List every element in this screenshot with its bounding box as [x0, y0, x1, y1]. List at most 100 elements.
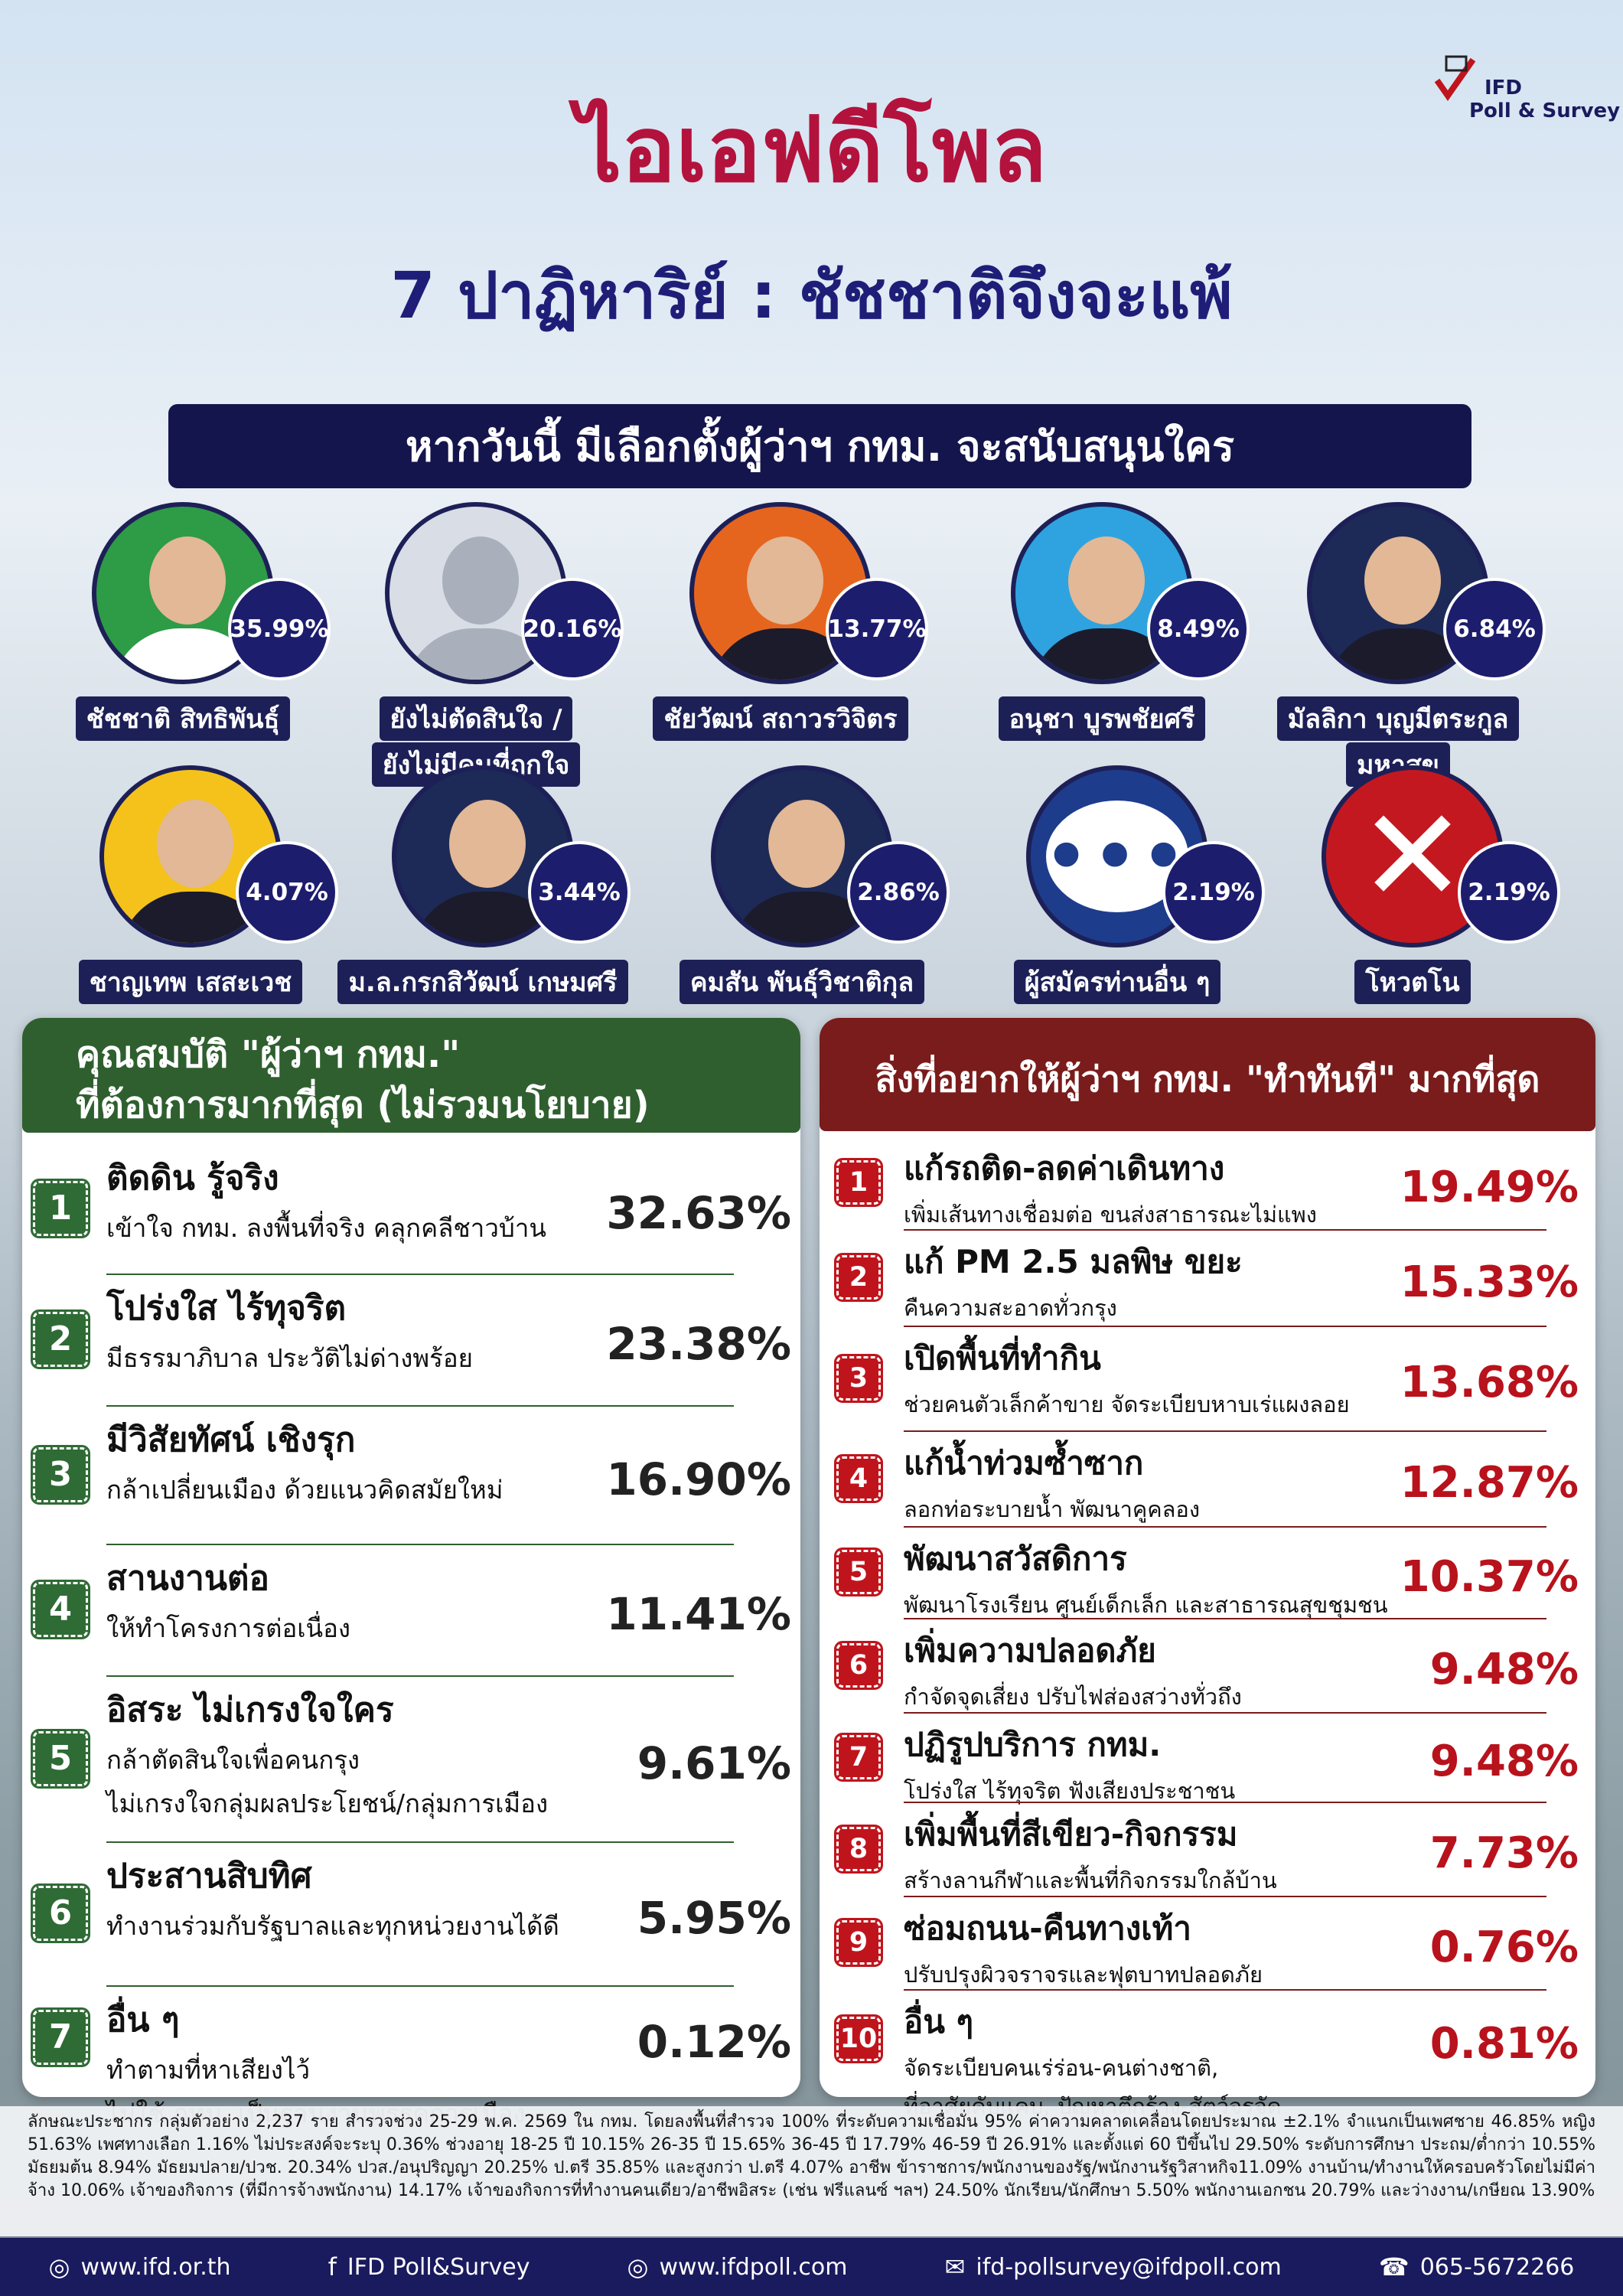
- footer-item: f IFD Poll&Survey: [328, 2252, 530, 2281]
- name-line: โหวตโน: [1354, 960, 1471, 1004]
- separator: [904, 1989, 1546, 1991]
- percent-badge: 2.19%: [1162, 841, 1265, 944]
- item-text: แก้รถติด-ลดค่าเดินทาง เพิ่มเส้นทางเชื่อมต…: [904, 1143, 1393, 1232]
- percent-badge: 4.07%: [236, 841, 338, 944]
- candidate-name: ผู้สมัครท่านอื่น ๆ: [941, 958, 1293, 1004]
- item-text: สานงานต่อให้ทำโครงการต่อเนื่อง: [106, 1551, 596, 1649]
- separator: [904, 1430, 1546, 1432]
- item: 6 ประสานสิบทิศ ทำงานร่วมกับรัฐบาลและทุกหน่…: [22, 1846, 800, 1990]
- separator: [106, 1675, 734, 1677]
- subtitle: 7 ปาฏิหาริย์ : ชัชชาติจึงจะแพ้: [390, 258, 1233, 333]
- item-title: โปร่งใส ไร้ทุจริต: [106, 1289, 347, 1328]
- item: 6 เพิ่มความปลอดภัย กำจัดจุดเสี่ยง ปรับไฟส่…: [820, 1623, 1595, 1717]
- item-description: ให้ทำโครงการต่อเนื่อง: [106, 1613, 351, 1643]
- item-number: 5: [834, 1548, 883, 1596]
- item-percent: 0.76%: [1429, 1922, 1579, 1972]
- panel-title: สิ่งที่อยากให้ผู้ว่าฯ กทม. "ทำทันที" มาก…: [875, 1058, 1540, 1100]
- item-number: 2: [834, 1253, 883, 1302]
- footer-text: 065-5672266: [1419, 2253, 1575, 2281]
- item-number: 8: [834, 1824, 883, 1874]
- item-description: ทำงานร่วมกับรัฐบาลและทุกหน่วยงานได้ดี: [106, 1911, 559, 1941]
- item-text: พัฒนาสวัสดิการ พัฒนาโรงเรียน ศูนย์เด็กเล็…: [904, 1534, 1393, 1623]
- item-number: 1: [31, 1179, 90, 1238]
- item-percent: 13.68%: [1400, 1358, 1579, 1407]
- name-line: อนุชา บูรพชัยศรี: [998, 696, 1206, 741]
- item-percent: 0.81%: [1429, 2018, 1579, 2069]
- item-description: เข้าใจ กทม. ลงพื้นที่จริง คลุกคลีชาวบ้าน: [106, 1213, 546, 1243]
- item-title: ประสานสิบทิศ: [106, 1857, 312, 1896]
- item: 7อื่น ๆทำตามที่หาเสียงไว้ไม่ใช้ กทม. เป็…: [22, 1990, 800, 2128]
- item-text: อิสระ ไม่เกรงใจใคร กล้าตัดสินใจเพื่อคนกรุ…: [106, 1683, 596, 1824]
- footer-text: ifd-pollsurvey@ifdpoll.com: [976, 2253, 1282, 2281]
- item-title: แก้น้ำท่วมซ้ำซาก: [904, 1444, 1144, 1482]
- item: 1 ติดดิน รู้จริง เข้าใจ กทม. ลงพื้นที่จริง…: [22, 1148, 800, 1278]
- percent-badge: 6.84%: [1443, 578, 1546, 680]
- candidate-name: อนุชา บูรพชัยศรี: [926, 695, 1278, 741]
- item-description: เพิ่มเส้นทางเชื่อมต่อ ขนส่งสาธารณะไม่แพง: [904, 1202, 1317, 1228]
- separator: [904, 1526, 1546, 1528]
- item-text: ติดดิน รู้จริง เข้าใจ กทม. ลงพื้นที่จริง …: [106, 1151, 596, 1248]
- head: [768, 800, 845, 888]
- footer-icon: ✉: [944, 2252, 966, 2281]
- separator: [904, 1618, 1546, 1619]
- item-title: เพิ่มความปลอดภัย: [904, 1632, 1156, 1669]
- footer-item: ☎ 065-5672266: [1379, 2252, 1575, 2281]
- item-description: ลอกท่อระบายน้ำ พัฒนาคูคลอง: [904, 1496, 1201, 1522]
- candidate-name: ชาญเทพ เสสะเวช: [15, 958, 367, 1004]
- panel-title: คุณสมบัติ "ผู้ว่าฯ กทม.": [76, 1033, 461, 1076]
- item-number: 10: [834, 2014, 883, 2063]
- item-percent: 5.95%: [637, 1892, 791, 1944]
- separator: [904, 1712, 1546, 1714]
- item-number: 1: [834, 1158, 883, 1207]
- item-percent: 16.90%: [606, 1453, 791, 1505]
- percent-badge: 3.44%: [528, 841, 631, 944]
- item-percent: 15.33%: [1400, 1257, 1579, 1307]
- item-percent: 12.87%: [1400, 1458, 1579, 1508]
- candidate-name: โหวตโน: [1237, 958, 1589, 1004]
- name-line: ม.ล.กรกสิวัฒน์ เกษมศรี: [337, 960, 628, 1004]
- item-percent: 19.49%: [1400, 1162, 1579, 1212]
- item-description: มีธรรมาภิบาล ประวัติไม่ด่างพร้อย: [106, 1343, 473, 1373]
- item: 3 มีวิสัยทัศน์ เชิงรุก กล้าเปลี่ยนเมือง ด้…: [22, 1410, 800, 1548]
- item-number: 2: [31, 1309, 90, 1369]
- item: 4 แก้น้ำท่วมซ้ำซาก ลอกท่อระบายน้ำ พัฒนาคูค…: [820, 1435, 1595, 1531]
- item-text: เพิ่มพื้นที่สีเขียว-กิจกรรม สร้างลานกีฬาแ…: [904, 1809, 1393, 1898]
- item-title: มีวิสัยทัศน์ เชิงรุก: [106, 1420, 356, 1459]
- logo-icon: [1434, 55, 1476, 101]
- cross: ✕: [1357, 781, 1468, 932]
- name-line: ชัชชาติ สิทธิพันธุ์: [75, 696, 291, 741]
- head: [149, 536, 226, 625]
- footer-item: ✉ ifd-pollsurvey@ifdpoll.com: [945, 2252, 1282, 2281]
- item-description: กล้าตัดสินใจเพื่อคนกรุง: [106, 1745, 360, 1775]
- percent-badge: 13.77%: [826, 578, 928, 680]
- item: 2 แก้ PM 2.5 มลพิษ ขยะ คืนความสะอาดทั่วกรุ…: [820, 1234, 1595, 1330]
- actions-header: สิ่งที่อยากให้ผู้ว่าฯ กทม. "ทำทันที" มาก…: [820, 1018, 1595, 1131]
- item-title: สานงานต่อ: [106, 1559, 269, 1598]
- logo-bottom: Poll & Survey: [1469, 99, 1621, 122]
- title: ไอเอฟดีโพล: [575, 96, 1048, 202]
- item: 2 โปร่งใส ไร้ทุจริตมีธรรมาภิบาล ประวัติไม…: [22, 1278, 800, 1410]
- item-number: 3: [834, 1353, 883, 1403]
- item-title: ซ่อมถนน-คืนทางเท้า: [904, 1910, 1191, 1947]
- separator: [904, 1229, 1546, 1231]
- footer-text: IFD Poll&Survey: [347, 2253, 530, 2281]
- item: 5 อิสระ ไม่เกรงใจใคร กล้าตัดสินใจเพื่อคนกร…: [22, 1680, 800, 1846]
- item-number: 4: [31, 1580, 90, 1639]
- footer-icon: ☎: [1378, 2252, 1410, 2281]
- item-description: โปร่งใส ไร้ทุจริต ฟังเสียงประชาชน: [904, 1778, 1236, 1804]
- head: [449, 800, 526, 888]
- item: 9 ซ่อมถนน-คืนทางเท้า ปรับปรุงผิวจราจรและฟุ…: [820, 1900, 1595, 1994]
- footer-item: ◎ www.ifdpoll.com: [627, 2252, 848, 2281]
- item-description: จัดระเบียบคนเร่ร่อน-คนต่างชาติ,: [904, 2055, 1219, 2081]
- item-text: แก้น้ำท่วมซ้ำซากลอกท่อระบายน้ำ พัฒนาคูคล…: [904, 1438, 1393, 1527]
- item: 1 แก้รถติด-ลดค่าเดินทาง เพิ่มเส้นทางเชื่อม…: [820, 1140, 1595, 1234]
- percent-badge: 2.19%: [1458, 841, 1560, 944]
- footnote: ลักษณะประชากร กลุ่มตัวอย่าง 2,237 ราย สำ…: [0, 2106, 1623, 2236]
- candidate-name: ชัยวัฒน์ สถาวรวิจิตร: [605, 695, 957, 741]
- item-description: สร้างลานกีฬาและพื้นที่กิจกรรมใกล้บ้าน: [904, 1867, 1277, 1893]
- candidate-name: คมสัน พันธุ์วิชาติกุล: [626, 958, 978, 1004]
- item-percent: 0.12%: [637, 2015, 791, 2068]
- item-description: พัฒนาโรงเรียน ศูนย์เด็กเล็ก และสาธารณสุข…: [904, 1592, 1388, 1618]
- item: 4 สานงานต่อ ให้ทำโครงการต่อเนื่อง 11.41%: [22, 1548, 800, 1680]
- item-text: ปฏิรูปบริการ กทม. โปร่งใส ไร้ทุจริต ฟังเส…: [904, 1720, 1393, 1808]
